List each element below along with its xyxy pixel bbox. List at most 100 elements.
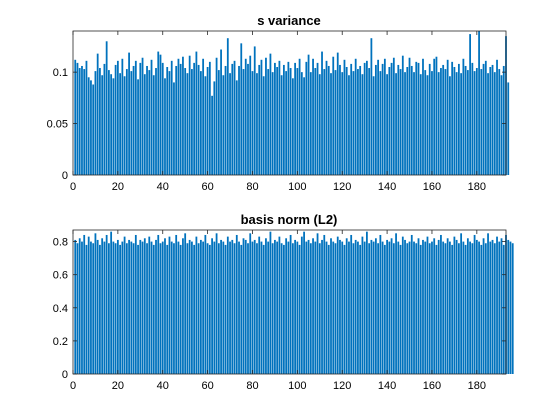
bottom-chart-bar-62	[211, 238, 213, 374]
bottom-chart-bar-190	[498, 241, 501, 374]
top-chart-bar-55	[195, 51, 198, 175]
top-chart-x-tick-label: 100	[288, 181, 306, 193]
bottom-chart-bar-86	[265, 238, 267, 374]
bottom-chart-bar-52	[188, 239, 191, 374]
top-chart-bar-92	[278, 60, 281, 175]
top-chart-bar-107	[312, 58, 314, 175]
top-chart-bar-18	[112, 78, 115, 175]
top-chart-bar-64	[215, 57, 218, 175]
bottom-chart-bar-30	[139, 239, 142, 374]
top-chart-bar-26	[130, 71, 133, 175]
top-chart-x-tick-label: 180	[468, 181, 486, 193]
top-chart-bar-182	[480, 69, 483, 175]
top-chart-bar-38	[157, 51, 160, 175]
bottom-chart-bar-194	[507, 239, 510, 374]
bottom-chart-bar-167	[446, 238, 449, 374]
top-chart-bar-162	[435, 56, 438, 175]
bottom-chart-bar-82	[256, 243, 258, 374]
top-chart-bar-154	[417, 62, 420, 175]
bottom-chart-bar-55	[195, 236, 198, 374]
top-chart-bar-28	[134, 60, 137, 175]
top-chart-x-tick-label: 60	[201, 181, 213, 193]
bottom-chart-bar-128	[359, 244, 362, 374]
bottom-chart-bar-85	[262, 244, 265, 374]
top-chart-bars	[74, 31, 510, 176]
bottom-chart-bar-116	[332, 241, 335, 374]
top-chart-bar-161	[433, 58, 436, 175]
bottom-chart-bar-104	[305, 241, 308, 374]
top-chart-bar-12	[99, 68, 101, 175]
bottom-chart-bar-138	[381, 241, 384, 374]
bottom-chart-bar-71	[231, 239, 234, 374]
top-chart-bar-106	[309, 72, 312, 175]
bottom-chart-bar-100	[296, 241, 299, 374]
top-chart-bar-10	[94, 71, 97, 175]
top-chart-bar-157	[424, 70, 427, 175]
top-chart-x-tick-label: 20	[112, 181, 124, 193]
bottom-chart-bar-161	[433, 238, 436, 374]
bottom-chart-bar-89	[271, 243, 274, 374]
top-chart-bar-128	[359, 65, 362, 175]
top-chart-bar-185	[487, 73, 489, 175]
top-chart-bar-89	[271, 72, 274, 175]
top-chart-y-tick-label: 0	[62, 170, 68, 182]
top-chart-bar-192	[502, 65, 505, 175]
top-chart-bar-80	[251, 71, 254, 175]
top-chart-bar-189	[496, 59, 498, 175]
top-chart-bar-169	[451, 61, 454, 175]
top-chart-bar-86	[265, 57, 267, 175]
bottom-chart-bar-170	[453, 236, 456, 374]
top-chart-bar-27	[132, 65, 135, 175]
bottom-chart-bar-50	[184, 233, 187, 374]
bottom-chart-bar-117	[334, 243, 337, 374]
top-chart-bar-131	[366, 60, 368, 175]
bottom-chart-x-ticks: 0 20 40 60 80 100 120 140 160 180	[70, 230, 486, 392]
bottom-chart-bar-1	[74, 239, 77, 374]
top-chart-bar-68	[224, 65, 227, 175]
top-chart-bar-102	[300, 72, 303, 175]
bottom-chart-bar-13	[101, 238, 104, 374]
bottom-chart-bar-118	[336, 236, 339, 374]
bottom-chart-bar-3	[78, 238, 81, 374]
bottom-chart-bar-67	[222, 241, 225, 374]
top-chart-bar-191	[500, 75, 503, 175]
top-chart-bar-96	[287, 61, 290, 175]
top-chart-bar-174	[462, 58, 465, 175]
bottom-chart-bar-88	[269, 231, 272, 374]
top-chart-bar-31	[141, 57, 144, 175]
bottom-chart-bar-94	[282, 244, 285, 374]
top-chart-bar-72	[233, 60, 236, 175]
top-chart-bar-42	[166, 67, 169, 175]
top-chart-bar-114	[327, 65, 330, 175]
top-chart-bar-29	[137, 79, 139, 175]
bottom-chart-bar-45	[173, 243, 175, 374]
top-chart-bar-179	[473, 71, 476, 175]
bottom-chart-bar-185	[487, 233, 489, 374]
bottom-axes-basis-norm: basis norm (L2) 0 20 40 60 80 100 120 140 160 180…	[53, 212, 514, 392]
bottom-chart-bar-84	[260, 241, 263, 374]
top-chart-bar-94	[282, 64, 285, 175]
top-chart-bar-116	[332, 56, 335, 175]
bottom-chart-bar-110	[318, 243, 321, 374]
top-chart-x-tick-label: 80	[246, 181, 258, 193]
bottom-chart-bar-58	[202, 241, 205, 374]
bottom-chart-bar-106	[309, 243, 312, 374]
top-chart-bar-111	[321, 51, 323, 175]
bottom-chart-bar-76	[242, 238, 245, 374]
top-chart-bar-74	[238, 65, 240, 175]
bottom-chart-y-tick-label: 0.8	[53, 237, 68, 249]
top-chart-bar-141	[388, 67, 391, 175]
top-chart-bar-78	[247, 63, 249, 175]
bottom-chart-x-tick-label: 100	[288, 380, 306, 392]
top-chart-bar-176	[466, 70, 469, 175]
bottom-chart-bar-122	[345, 238, 348, 374]
bottom-chart-bar-17	[110, 231, 113, 374]
top-chart-bar-19	[114, 64, 117, 175]
top-chart-bar-109	[316, 62, 319, 175]
bottom-chart-bar-155	[419, 244, 422, 374]
top-chart-bar-34	[148, 70, 151, 175]
bottom-chart-bar-130	[363, 241, 366, 374]
bottom-chart-bar-144	[395, 233, 397, 374]
top-chart-bar-40	[161, 62, 164, 175]
top-chart-bar-132	[368, 68, 371, 175]
